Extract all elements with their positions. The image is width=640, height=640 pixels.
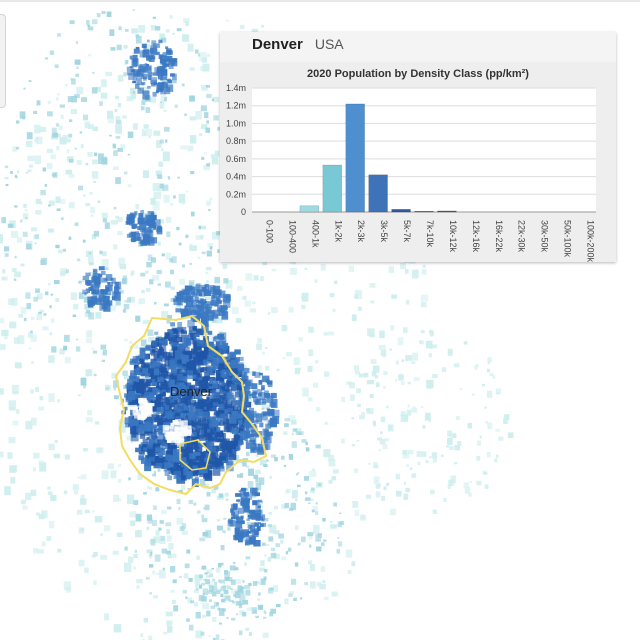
x-tick-label: 100-400	[287, 220, 297, 253]
x-tick-label: 12k-16k	[471, 220, 481, 253]
city-boundary	[114, 314, 268, 496]
x-tick-label: 1k-2k	[333, 220, 343, 243]
inner-boundary	[179, 439, 211, 471]
x-tick-label: 10k-12k	[448, 220, 458, 253]
denver-map-label: Denver	[170, 384, 213, 399]
x-tick-label: 30k-50k	[540, 220, 550, 253]
bar-10k-12k[interactable]	[437, 210, 457, 213]
y-tick-label: 0.2m	[226, 189, 246, 199]
x-tick-label: 0-100	[264, 220, 274, 243]
density-histogram: 2020 Population by Density Class (pp/km²…	[226, 68, 596, 262]
top-divider	[0, 0, 640, 2]
y-tick-label: 0	[241, 207, 246, 217]
city-info-panel: Denver USA 2020 Population by Density Cl…	[220, 32, 616, 262]
bar-7k-10k[interactable]	[414, 211, 434, 213]
country-name: USA	[314, 36, 344, 52]
x-tick-label: 3k-5k	[379, 220, 389, 243]
bar-1k-2k[interactable]	[322, 164, 342, 213]
x-tick-label: 2k-3k	[356, 220, 366, 243]
plot-area	[252, 88, 596, 212]
city-name: Denver	[252, 36, 303, 53]
x-tick-label: 5k-7k	[402, 220, 412, 243]
y-tick-label: 1.0m	[226, 118, 246, 128]
bar-5k-7k[interactable]	[391, 209, 411, 213]
x-tick-label: 100k-200k	[586, 220, 596, 262]
bar-2k-3k[interactable]	[345, 103, 365, 213]
chart-title: 2020 Population by Density Class (pp/km²…	[307, 68, 529, 80]
x-tick-label: 400-1k	[310, 220, 320, 248]
y-tick-label: 1.2m	[226, 101, 246, 111]
y-tick-label: 0.4m	[226, 172, 246, 182]
density-map-areas	[0, 9, 514, 640]
panel-header: Denver USA	[220, 32, 616, 62]
bar-400-1k[interactable]	[299, 205, 319, 213]
x-tick-label: 16k-22k	[494, 220, 504, 253]
y-tick-label: 0.8m	[226, 136, 246, 146]
bar-3k-5k[interactable]	[368, 174, 388, 213]
x-tick-label: 50k-100k	[563, 220, 573, 258]
side-panel-tab[interactable]	[0, 14, 6, 108]
x-tick-label: 7k-10k	[425, 220, 435, 248]
y-tick-label: 1.4m	[226, 83, 246, 93]
x-tick-label: 22k-30k	[517, 220, 527, 253]
y-tick-label: 0.6m	[226, 154, 246, 164]
